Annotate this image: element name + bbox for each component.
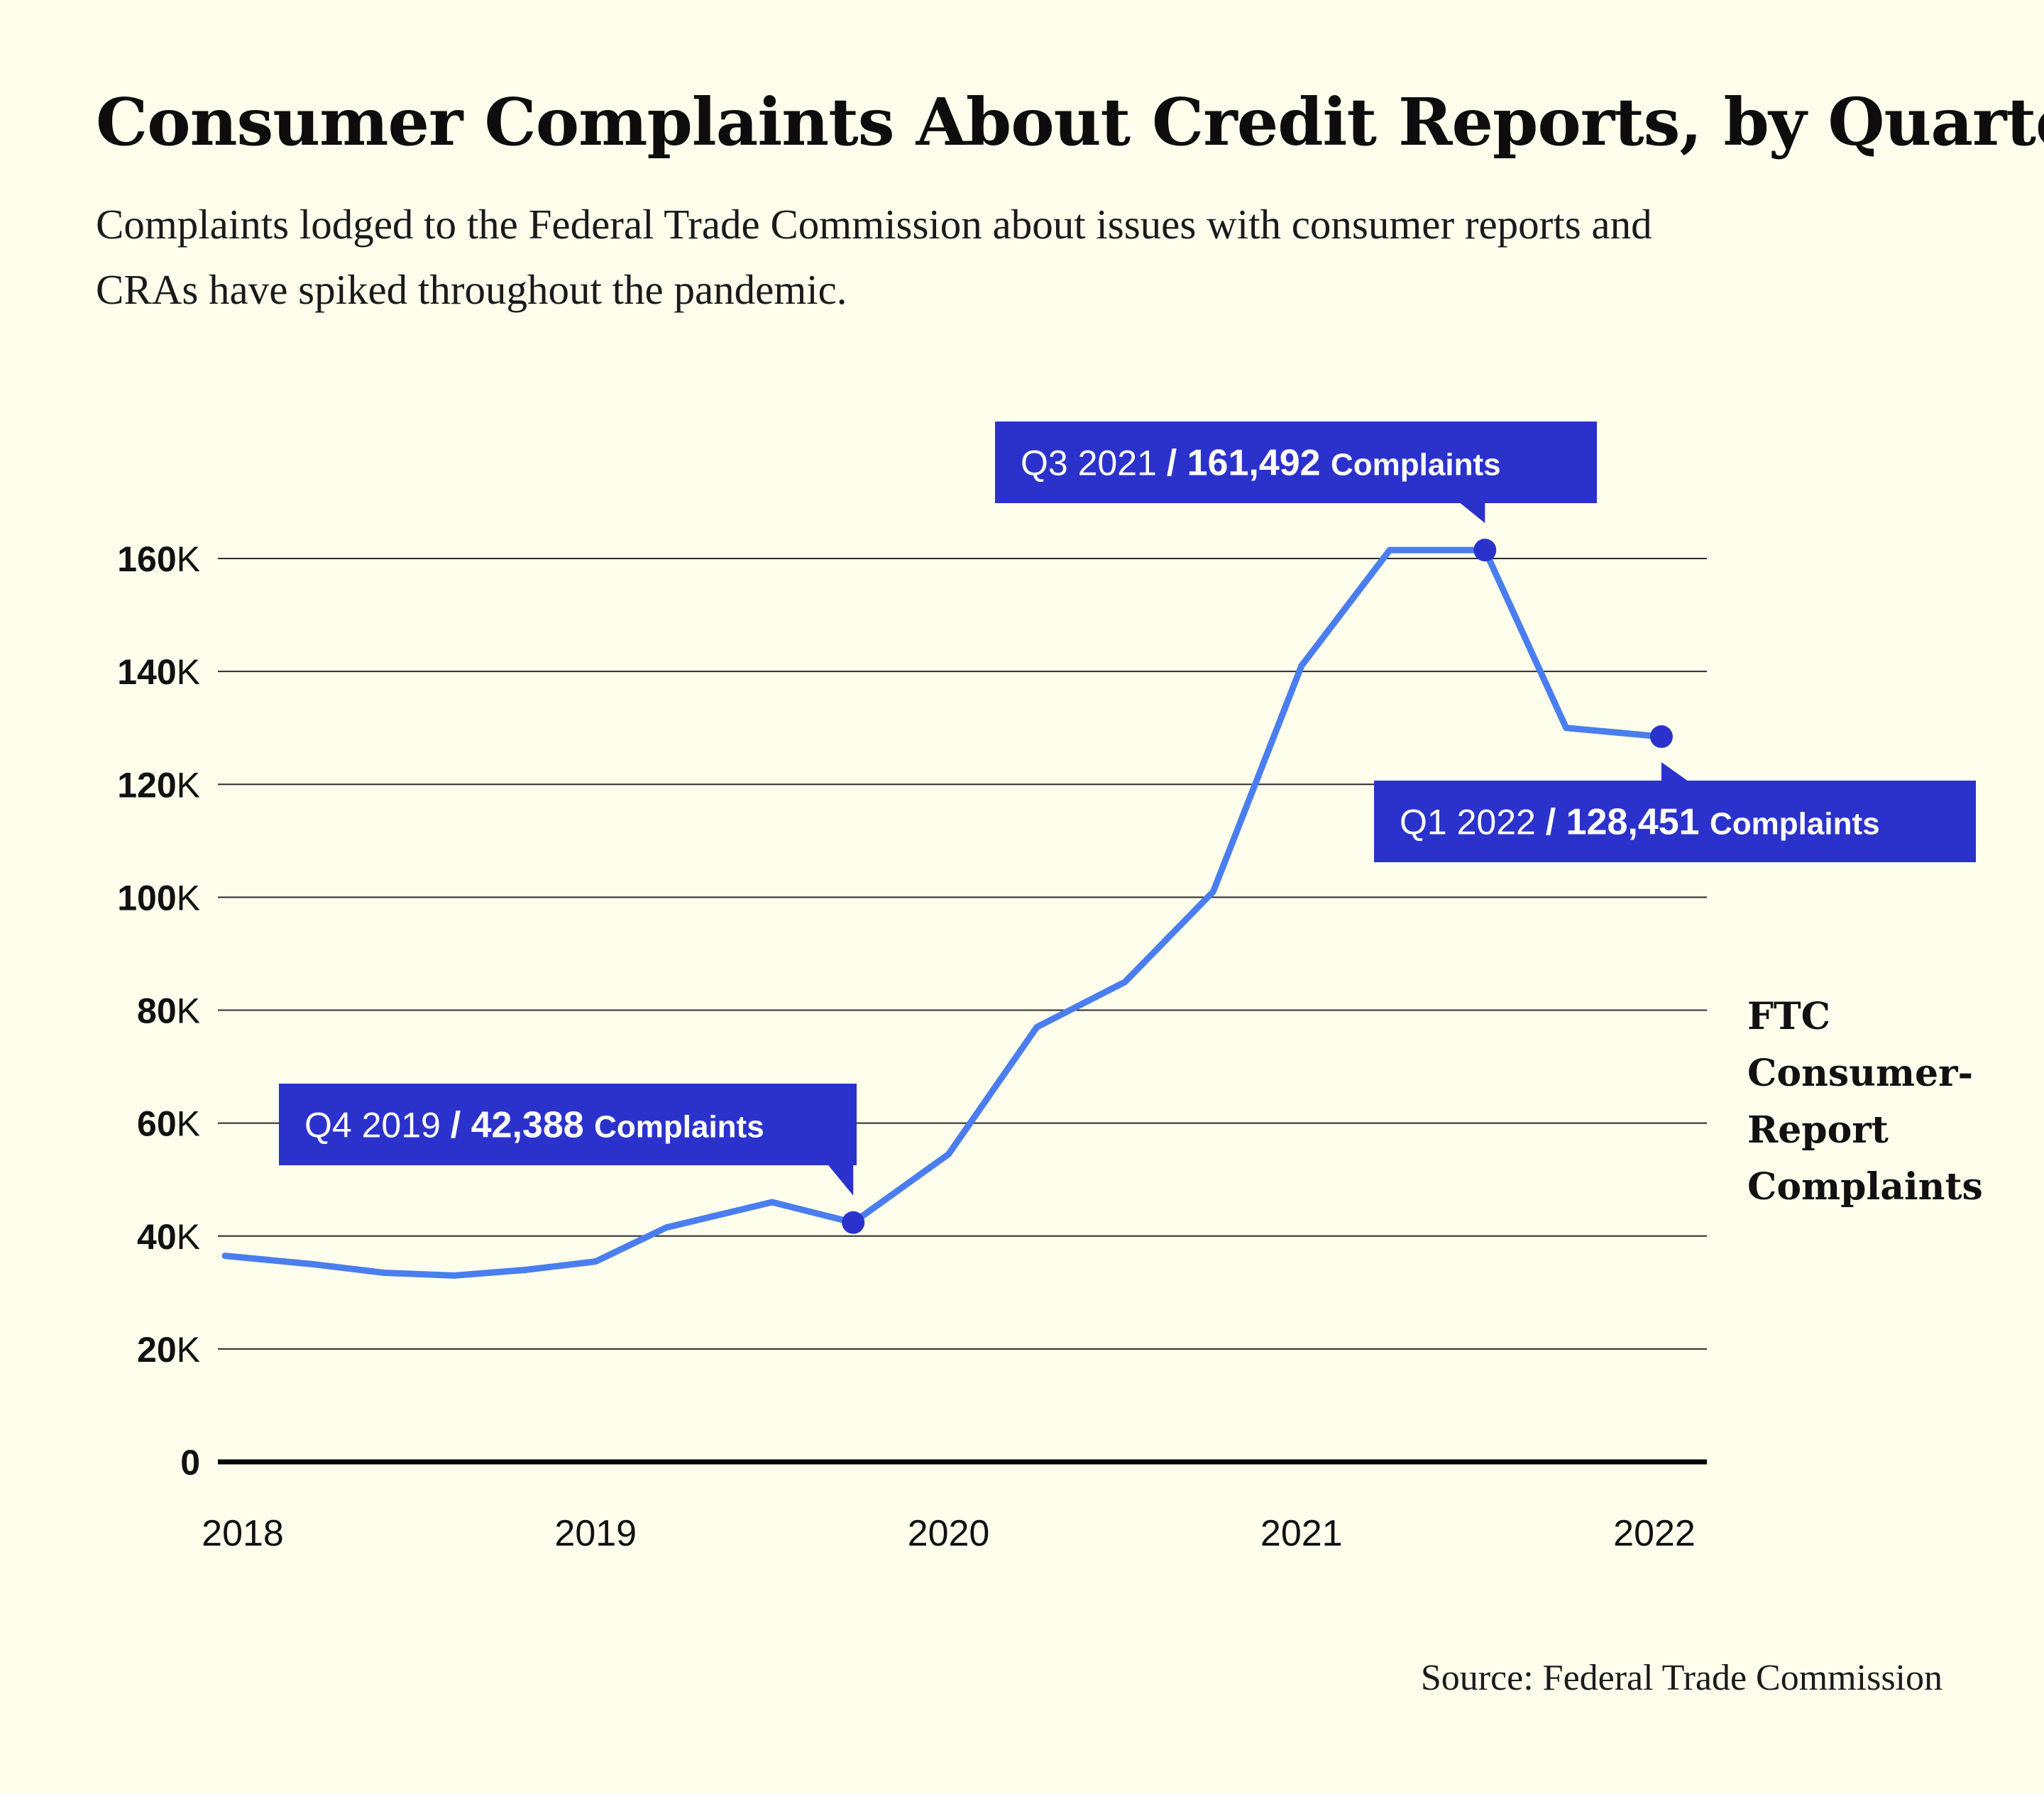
chart-subtitle: Complaints lodged to the Federal Trade C… xyxy=(96,201,1652,313)
series-label-line: Complaints xyxy=(1747,1165,1983,1209)
callout-label: Q3 2021 / 161,492 Complaints xyxy=(1021,443,1501,484)
y-tick-label: 100K xyxy=(117,878,200,918)
callout-box xyxy=(1374,781,1976,862)
y-tick-label: 140K xyxy=(117,652,200,692)
source-note: Source: Federal Trade Commission xyxy=(1420,1658,1943,1698)
highlight-point xyxy=(1473,539,1497,562)
y-tick-label: 20K xyxy=(137,1330,200,1370)
highlight-point xyxy=(842,1211,865,1234)
callout-box xyxy=(995,422,1597,503)
x-tick-label: 2018 xyxy=(202,1513,284,1554)
annotation-callout: Q3 2021 / 161,492 Complaints xyxy=(995,422,1597,562)
y-tick-label: 40K xyxy=(137,1217,200,1257)
y-tick-label: 120K xyxy=(117,765,200,805)
series-label-line: Consumer- xyxy=(1747,1052,1973,1095)
callout-label: Q4 2019 / 42,388 Complaints xyxy=(304,1105,764,1146)
annotation-callout: Q1 2022 / 128,451 Complaints xyxy=(1374,725,1976,862)
annotation-callout: Q4 2019 / 42,388 Complaints xyxy=(279,1084,865,1234)
x-tick-label: 2021 xyxy=(1260,1513,1343,1554)
callout-pointer xyxy=(1661,762,1688,781)
y-tick-label: 80K xyxy=(137,991,200,1031)
x-tick-label: 2019 xyxy=(554,1513,637,1554)
series-group xyxy=(221,546,1665,1279)
annotations: Q4 2019 / 42,388 Complaints Q3 2021 / 161… xyxy=(279,422,1976,1234)
highlight-point xyxy=(1649,725,1673,749)
callout-pointer xyxy=(828,1165,854,1196)
series-label-line: Report xyxy=(1747,1108,1889,1152)
y-tick-label: 60K xyxy=(137,1104,200,1144)
series-line xyxy=(221,546,1665,1279)
x-tick-label: 2022 xyxy=(1613,1513,1696,1554)
gridlines xyxy=(218,558,1707,1465)
series-label-line: FTC xyxy=(1747,995,1830,1038)
callout-label: Q1 2022 / 128,451 Complaints xyxy=(1400,802,1880,843)
y-axis-ticks: 0 20K 40K 60K 80K 100K 120K 140K 160K xyxy=(117,539,200,1482)
x-axis-ticks: 2018 2019 2020 2021 2022 xyxy=(202,1513,1696,1554)
callout-pointer xyxy=(1459,502,1485,524)
chart-title: Consumer Complaints About Credit Reports… xyxy=(96,84,2044,160)
series-label-group: FTC Consumer- Report Complaints xyxy=(1747,995,1983,1209)
x-tick-label: 2020 xyxy=(908,1513,990,1554)
y-tick-label: 160K xyxy=(117,539,200,579)
y-tick-label: 0 xyxy=(180,1443,200,1482)
callout-box xyxy=(279,1084,857,1165)
